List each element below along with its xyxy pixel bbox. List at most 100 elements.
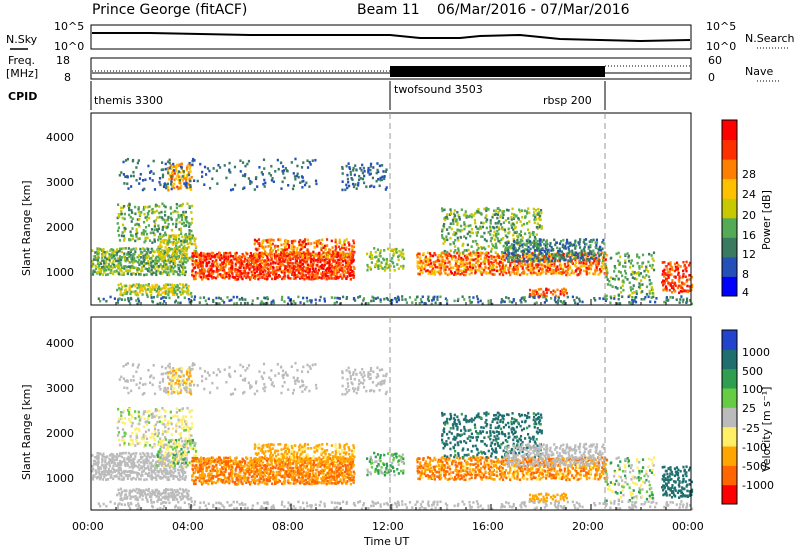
power-cell [156,302,159,306]
power-cell [183,240,186,243]
power-cell [223,255,226,259]
power-cell [329,274,332,277]
velocity-cell [132,465,135,469]
power-cell [161,228,164,231]
power-cell [494,251,497,254]
power-cell [166,218,169,222]
power-cell [481,267,484,270]
velocity-cell [128,474,132,477]
power-cell [311,271,314,274]
power-cell [433,263,437,267]
power-cell [298,262,302,265]
power-cell [243,186,246,190]
power-cell [379,178,382,182]
power-cell [326,266,330,270]
power-cell [370,254,373,257]
power-cell [512,268,515,272]
power-cell [251,257,255,260]
power-cell [180,162,183,166]
power-cell [178,220,181,224]
power-cell [523,209,527,213]
power-cell [171,222,175,226]
power-cell [554,254,557,258]
power-cell [685,301,688,304]
power-cell [535,241,538,245]
power-cell [164,221,167,224]
power-cell [135,228,138,231]
power-cell [483,268,486,272]
power-cell [513,213,516,216]
power-cell [204,259,207,262]
power-cell [388,269,392,272]
velocity-cell [91,454,94,457]
power-cell [457,247,460,250]
power-cell [228,168,231,172]
power-cell [444,297,448,301]
power-cell [316,277,319,280]
power-cell [538,238,541,241]
power-cell [687,264,691,267]
power-cell [493,238,497,241]
power-cell [401,295,404,298]
power-cell [168,260,172,263]
power-cell [117,213,120,216]
power-cell [458,257,461,260]
power-cell [429,270,432,274]
velocity-cell [181,454,184,457]
power-cell [159,237,162,241]
power-cell [670,286,674,290]
power-cell [150,256,153,260]
power-cell [514,256,517,259]
velocity-cell [166,472,169,476]
power-cell [316,275,319,278]
power-cell [91,249,94,253]
power-cell [313,241,316,245]
power-cell [318,276,321,279]
power-cell [94,257,97,260]
power-cell [225,255,228,258]
power-cell [188,179,192,183]
power-cell [521,263,524,267]
velocity-cell [178,450,181,453]
power-cell [556,265,559,268]
power-cell [477,207,480,211]
power-cell [127,299,131,303]
power-cell [474,225,478,229]
power-cell [487,302,490,305]
power-cell [651,257,654,260]
power-cell [167,273,171,277]
power-cell [580,249,583,252]
power-cell [178,204,181,208]
power-cell [610,256,613,260]
power-cell [512,238,515,241]
power-cell [176,185,179,189]
power-cell [226,296,229,299]
power-cell [463,227,466,231]
power-cell [309,260,313,263]
power-cell [164,182,167,186]
power-cell [112,260,115,263]
power-cell [536,265,539,269]
beam-label: Beam 11 [357,2,420,18]
power-cell [173,186,176,190]
power-cell [97,251,100,255]
power-cell [130,185,133,188]
power-cell [530,272,533,276]
velocity-cell [118,471,121,475]
velocity-cell [115,458,119,462]
velocity-cell [126,470,129,474]
power-cell [385,168,388,172]
power-cell [152,295,155,299]
power-cell [253,242,256,246]
power-cell [286,242,289,246]
power-cell [681,286,684,290]
power-cell [164,218,168,222]
power-cell [500,238,503,241]
power-cell [446,265,449,269]
power-cell [338,238,341,242]
velocity-cell [147,468,151,472]
power-cell [190,242,194,246]
power-cell [95,265,98,269]
power-cell [158,257,161,260]
power-cell [280,243,283,247]
